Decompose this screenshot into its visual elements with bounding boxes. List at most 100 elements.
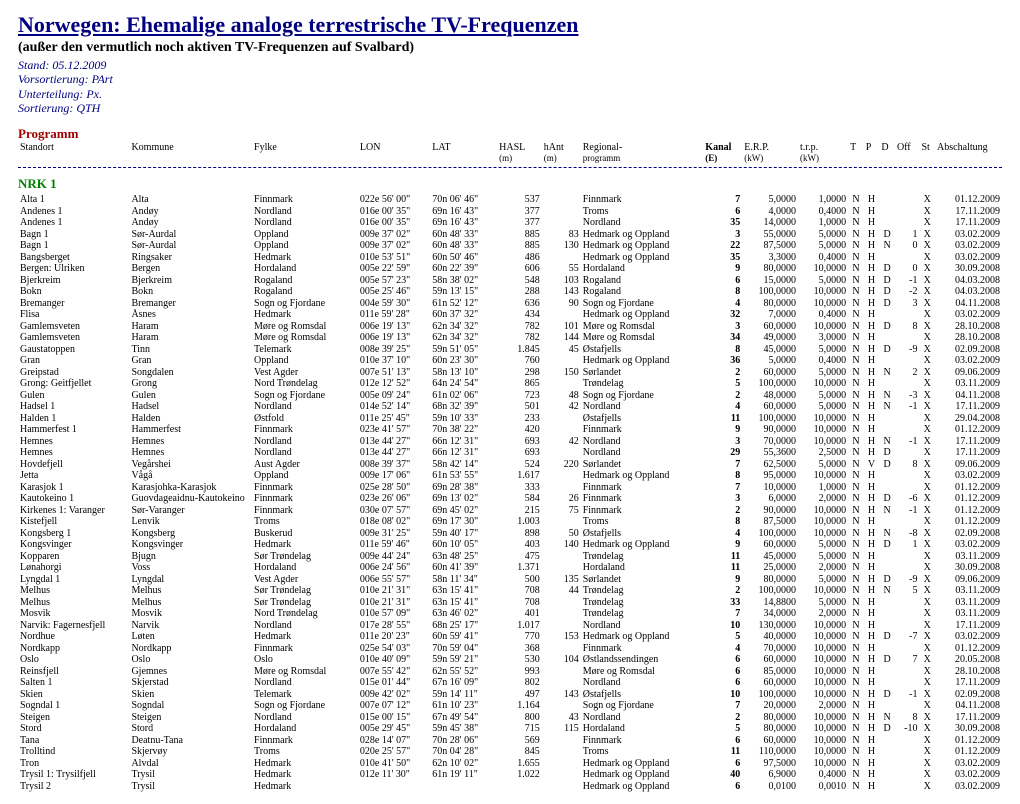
cell: N [848,206,864,218]
cell: 03.02.2009 [935,769,1002,781]
cell: 55,3600 [742,447,798,459]
cell: 584 [497,493,542,505]
cell: Kongsvinger [18,539,129,551]
cell: 1.617 [497,470,542,482]
cell: 006e 19' 13" [358,332,430,344]
cell: 2 [703,390,742,402]
cell: Skien [18,689,129,701]
cell: Nordland [252,712,358,724]
cell: N [848,240,864,252]
cell: 17.11.2009 [935,206,1002,218]
cell: H [864,551,880,563]
cell: Steigen [129,712,252,724]
cell: 04.11.2008 [935,700,1002,712]
cell: N [848,562,864,574]
cell: Hedmark og Oppland [581,355,704,367]
cell: 5,0000 [798,551,848,563]
cell: 10,0000 [798,298,848,310]
cell: N [879,505,895,517]
cell: N [848,551,864,563]
cell: Trysil 1: Trysilfjell [18,769,129,781]
cell: 70,0000 [742,436,798,448]
cell: Sogn og Fjordane [252,390,358,402]
cell: X [919,413,935,425]
cell: 0,0010 [798,781,848,793]
cell: 10,0000 [798,677,848,689]
cell: Nordland [581,217,704,229]
cell: 11 [703,413,742,425]
cell: 10,0000 [742,482,798,494]
cell: Jetta [18,470,129,482]
cell: 60n 22' 39" [430,263,497,275]
cell: N [848,309,864,321]
cell: X [919,263,935,275]
cell: Hemnes [18,447,129,459]
table-row: HovdefjellVegårsheiAust Agder008e 39' 37… [18,459,1002,471]
table-row: SkienSkienTelemark009e 42' 02"59n 14' 11… [18,689,1002,701]
cell: 69n 16' 43" [430,206,497,218]
cell: 4,0000 [742,206,798,218]
cell: 100,0000 [742,378,798,390]
cell: 63n 15' 41" [430,597,497,609]
cell: 60n 10' 05" [430,539,497,551]
cell: 60,0000 [742,735,798,747]
cell: N [879,367,895,379]
cell: Nordland [581,447,704,459]
cell: 03.11.2009 [935,378,1002,390]
cell: 014e 52' 14" [358,401,430,413]
cell: 015e 00' 15" [358,712,430,724]
cell: 010e 21' 31" [358,585,430,597]
cell: 6,9000 [742,769,798,781]
hdr-kanal: Kanal [703,142,742,154]
cell: H [864,516,880,528]
cell: Møre og Romsdal [252,666,358,678]
hdr-fylke: Fylke [252,142,358,154]
cell: Hordaland [581,723,704,735]
cell: 008e 39' 25" [358,344,430,356]
cell: 70n 38' 22" [430,424,497,436]
cell: 0,0100 [742,781,798,793]
cell: Kautokeino 1 [18,493,129,505]
cell: 377 [497,206,542,218]
cell: 8 [895,459,920,471]
cell: 11 [703,562,742,574]
cell: 01.12.2009 [935,735,1002,747]
cell: Østafjells [581,689,704,701]
cell: 17.11.2009 [935,620,1002,632]
cell: X [919,677,935,689]
cell: 70,0000 [742,643,798,655]
cell: 6 [703,781,742,793]
cell: 17.11.2009 [935,447,1002,459]
cell: 03.02.2009 [935,631,1002,643]
table-row: TronAlvdalHedmark010e 41' 50"62n 10' 02"… [18,758,1002,770]
cell: 01.12.2009 [935,746,1002,758]
cell: Aust Agder [252,459,358,471]
cell: -1 [895,275,920,287]
cell: X [919,700,935,712]
cell: Sogndal [129,700,252,712]
cell: 2,0000 [798,493,848,505]
cell: Sogndal 1 [18,700,129,712]
cell: 95,0000 [742,470,798,482]
cell: 80,0000 [742,263,798,275]
cell: N [848,631,864,643]
cell: Gjemnes [129,666,252,678]
cell: 0,4000 [798,355,848,367]
table-row: HemnesHemnesNordland013e 44' 27"66n 12' … [18,436,1002,448]
cell: X [919,574,935,586]
cell: D [879,631,895,643]
cell: 0,4000 [798,206,848,218]
cell: 17.11.2009 [935,712,1002,724]
cell: Narvik: Fagernesfjell [18,620,129,632]
cell: N [848,229,864,241]
cell: 5,0000 [798,367,848,379]
cell: Sogn og Fjordane [581,298,704,310]
cell: 5,0000 [798,229,848,241]
cell: N [848,217,864,229]
hdr-d: D [879,142,895,154]
cell: 135 [542,574,581,586]
cell: Flisa [18,309,129,321]
cell: Trøndelag [581,551,704,563]
cell: Songdalen [129,367,252,379]
cell: 022e 56' 00" [358,194,430,206]
